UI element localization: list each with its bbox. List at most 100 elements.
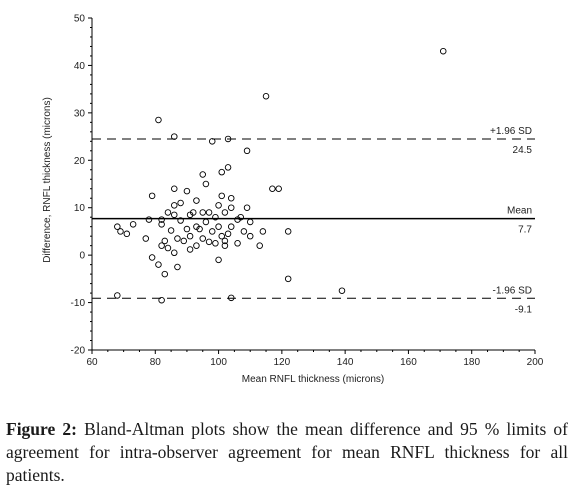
x-tick-label: 200 bbox=[527, 357, 544, 368]
x-tick-label: 140 bbox=[337, 357, 354, 368]
lower-limit-value: -9.1 bbox=[515, 304, 533, 315]
data-point bbox=[183, 187, 191, 195]
data-point bbox=[227, 294, 235, 302]
data-point bbox=[269, 185, 276, 192]
data-point bbox=[221, 209, 229, 216]
y-tick-label: -20 bbox=[71, 346, 86, 357]
data-point bbox=[186, 211, 194, 219]
data-point bbox=[171, 211, 178, 219]
data-point bbox=[114, 223, 121, 230]
y-tick-label: 40 bbox=[74, 61, 86, 72]
data-point bbox=[183, 225, 191, 233]
data-point bbox=[215, 256, 222, 264]
data-point bbox=[243, 147, 251, 155]
data-point bbox=[259, 228, 267, 235]
data-point bbox=[224, 135, 232, 143]
data-point bbox=[158, 221, 165, 228]
data-point bbox=[205, 238, 213, 246]
data-point bbox=[164, 209, 172, 216]
data-point bbox=[158, 216, 165, 223]
y-tick-label: 30 bbox=[74, 108, 86, 119]
upper-limit-value: 24.5 bbox=[513, 145, 533, 156]
y-tick-label: 50 bbox=[74, 14, 86, 25]
x-tick-label: 120 bbox=[274, 357, 291, 368]
mean-label: Mean bbox=[507, 206, 532, 217]
data-point bbox=[284, 228, 292, 235]
x-tick-label: 80 bbox=[150, 357, 162, 368]
x-tick-label: 60 bbox=[86, 357, 98, 368]
data-point bbox=[246, 218, 254, 226]
data-point bbox=[171, 133, 178, 140]
y-tick-label: 10 bbox=[74, 203, 86, 214]
data-point bbox=[275, 185, 282, 192]
data-point bbox=[155, 261, 162, 268]
data-point bbox=[174, 263, 181, 271]
ticks: -20 -10 0 10 20 30 40 50 60 80 100 120 140 160 180 200 bbox=[71, 14, 544, 369]
data-point bbox=[199, 235, 206, 242]
y-axis-title: Difference, RNFL thickness (microns) bbox=[42, 97, 53, 263]
data-point bbox=[215, 223, 222, 230]
data-point bbox=[205, 209, 213, 216]
data-point bbox=[117, 228, 124, 235]
data-point bbox=[240, 228, 248, 235]
data-point bbox=[208, 228, 216, 235]
reference-lines: Mean 7.7 +1.96 SD 24.5 -1.96 SD -9.1 bbox=[92, 126, 535, 315]
data-points bbox=[114, 47, 447, 304]
data-point bbox=[171, 202, 178, 209]
data-point bbox=[196, 225, 203, 233]
data-point bbox=[177, 217, 184, 224]
lower-limit-label: -1.96 SD bbox=[493, 285, 532, 296]
data-point bbox=[243, 204, 251, 211]
data-point bbox=[218, 232, 225, 240]
data-point bbox=[123, 230, 131, 238]
data-point bbox=[199, 209, 206, 216]
y-tick-label: 0 bbox=[79, 251, 85, 262]
data-point bbox=[208, 138, 216, 145]
caption-lead: Figure 2: bbox=[6, 419, 77, 439]
data-point bbox=[227, 223, 235, 230]
data-point bbox=[234, 240, 241, 247]
data-point bbox=[171, 249, 178, 257]
data-point bbox=[221, 237, 229, 245]
x-tick-label: 160 bbox=[400, 357, 417, 368]
data-point bbox=[164, 244, 172, 252]
data-point bbox=[161, 237, 169, 245]
data-point bbox=[262, 93, 270, 100]
bland-altman-plot: Mean 7.7 +1.96 SD 24.5 -1.96 SD -9.1 -20 -10 0 1… bbox=[42, 14, 544, 386]
data-point bbox=[234, 216, 241, 223]
data-point bbox=[155, 116, 162, 124]
figure-caption: Figure 2: Bland-Altman plots show the me… bbox=[6, 418, 568, 487]
data-point bbox=[148, 254, 156, 261]
data-point bbox=[145, 216, 153, 223]
data-point bbox=[224, 164, 232, 171]
data-point bbox=[439, 47, 447, 55]
data-point bbox=[114, 292, 121, 299]
data-point bbox=[212, 240, 219, 247]
data-point bbox=[215, 202, 222, 209]
data-point bbox=[202, 180, 210, 188]
data-point bbox=[227, 194, 235, 202]
data-point bbox=[199, 171, 206, 178]
y-tick-label: 20 bbox=[74, 156, 86, 167]
data-point bbox=[193, 197, 200, 204]
caption-text: Bland-Altman plots show the mean differe… bbox=[6, 419, 568, 485]
data-point bbox=[167, 227, 175, 234]
data-point bbox=[142, 235, 150, 242]
data-point bbox=[186, 232, 194, 240]
data-point bbox=[180, 237, 188, 245]
data-point bbox=[218, 168, 225, 176]
data-point bbox=[246, 232, 254, 240]
data-point bbox=[218, 192, 225, 200]
x-tick-label: 100 bbox=[210, 357, 227, 368]
data-point bbox=[212, 213, 219, 221]
x-tick-label: 180 bbox=[463, 357, 480, 368]
data-point bbox=[221, 242, 229, 249]
data-point bbox=[158, 296, 165, 304]
data-point bbox=[171, 185, 178, 192]
data-point bbox=[227, 204, 235, 211]
data-point bbox=[177, 199, 184, 207]
x-axis-title: Mean RNFL thickness (microns) bbox=[242, 374, 384, 385]
mean-value: 7.7 bbox=[518, 225, 532, 236]
data-point bbox=[338, 287, 346, 294]
data-point bbox=[284, 275, 292, 283]
